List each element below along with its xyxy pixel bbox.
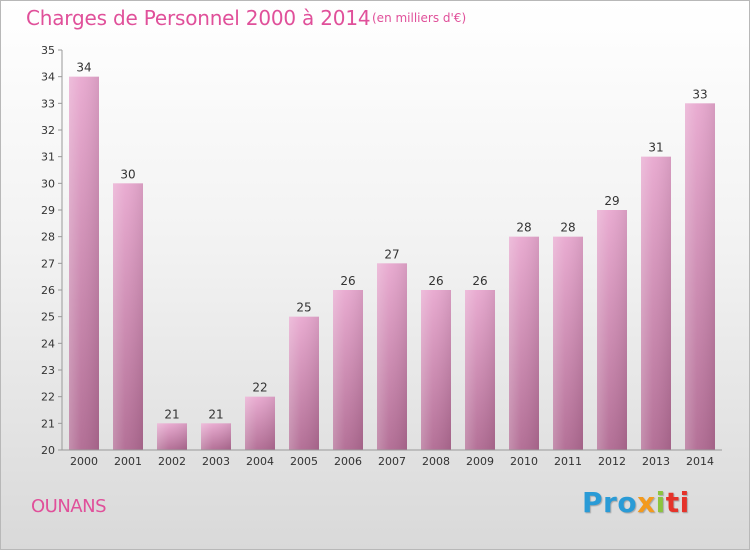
value-label-2004: 22 xyxy=(252,381,267,395)
bar-shine-2010 xyxy=(509,236,539,450)
bar-shine-2000 xyxy=(69,76,99,451)
value-label-2006: 26 xyxy=(340,274,355,288)
x-tick-label-2005: 2005 xyxy=(290,455,318,468)
y-tick-label-23: 23 xyxy=(41,364,55,377)
y-tick-label-33: 33 xyxy=(41,97,55,110)
value-label-2011: 28 xyxy=(560,221,575,235)
y-tick-label-35: 35 xyxy=(41,44,55,57)
y-tick-label-31: 31 xyxy=(41,151,55,164)
logo-part-1: Pro xyxy=(582,486,638,519)
value-label-2009: 26 xyxy=(472,274,487,288)
value-label-2007: 27 xyxy=(384,247,399,261)
x-tick-label-2002: 2002 xyxy=(158,455,186,468)
x-tick-label-2011: 2011 xyxy=(554,455,582,468)
value-label-2013: 31 xyxy=(648,141,663,155)
x-tick-label-2012: 2012 xyxy=(598,455,626,468)
y-tick-label-32: 32 xyxy=(41,124,55,137)
proxiti-logo: Proxiti xyxy=(582,486,690,519)
y-tick-label-24: 24 xyxy=(41,337,55,350)
bar-shine-2007 xyxy=(377,263,407,450)
bar-shine-2002 xyxy=(157,423,187,450)
x-tick-label-2013: 2013 xyxy=(642,455,670,468)
bar-shine-2006 xyxy=(333,290,363,450)
value-label-2010: 28 xyxy=(516,221,531,235)
bar-shine-2004 xyxy=(245,396,275,450)
bar-shine-2008 xyxy=(421,290,451,450)
logo-part-3: i xyxy=(655,486,666,519)
y-tick-label-21: 21 xyxy=(41,417,55,430)
value-label-2000: 34 xyxy=(76,61,91,75)
x-tick-label-2014: 2014 xyxy=(686,455,714,468)
bar-shine-2001 xyxy=(113,183,143,451)
y-tick-label-26: 26 xyxy=(41,284,55,297)
bar-shine-2005 xyxy=(289,316,319,450)
logo-part-2: x xyxy=(637,486,656,519)
value-label-2005: 25 xyxy=(296,301,311,315)
logo-part-4: ti xyxy=(665,486,690,519)
x-tick-label-2006: 2006 xyxy=(334,455,362,468)
y-tick-label-20: 20 xyxy=(41,444,55,457)
y-tick-label-34: 34 xyxy=(41,71,55,84)
x-tick-label-2003: 2003 xyxy=(202,455,230,468)
bar-shine-2014 xyxy=(685,103,715,450)
bar-shine-2003 xyxy=(201,423,231,450)
x-tick-label-2009: 2009 xyxy=(466,455,494,468)
value-label-2008: 26 xyxy=(428,274,443,288)
bar-shine-2011 xyxy=(553,236,583,450)
city-name: OUNANS xyxy=(31,496,107,517)
value-label-2014: 33 xyxy=(692,87,707,101)
value-label-2001: 30 xyxy=(120,167,135,181)
value-label-2003: 21 xyxy=(208,407,223,421)
y-tick-label-25: 25 xyxy=(41,311,55,324)
x-tick-label-2008: 2008 xyxy=(422,455,450,468)
bar-shine-2013 xyxy=(641,156,671,450)
y-tick-label-30: 30 xyxy=(41,177,55,190)
y-tick-label-29: 29 xyxy=(41,204,55,217)
x-tick-label-2004: 2004 xyxy=(246,455,274,468)
bar-shine-2009 xyxy=(465,290,495,450)
x-tick-label-2010: 2010 xyxy=(510,455,538,468)
y-tick-label-22: 22 xyxy=(41,391,55,404)
y-tick-label-27: 27 xyxy=(41,257,55,270)
chart-title: Charges de Personnel 2000 à 2014 xyxy=(26,6,371,30)
y-tick-label-28: 28 xyxy=(41,231,55,244)
x-tick-label-2007: 2007 xyxy=(378,455,406,468)
value-label-2002: 21 xyxy=(164,407,179,421)
x-tick-label-2000: 2000 xyxy=(70,455,98,468)
value-label-2012: 29 xyxy=(604,194,619,208)
bar-shine-2012 xyxy=(597,210,627,450)
x-tick-label-2001: 2001 xyxy=(114,455,142,468)
chart-subtitle: (en milliers d'€) xyxy=(372,11,467,25)
